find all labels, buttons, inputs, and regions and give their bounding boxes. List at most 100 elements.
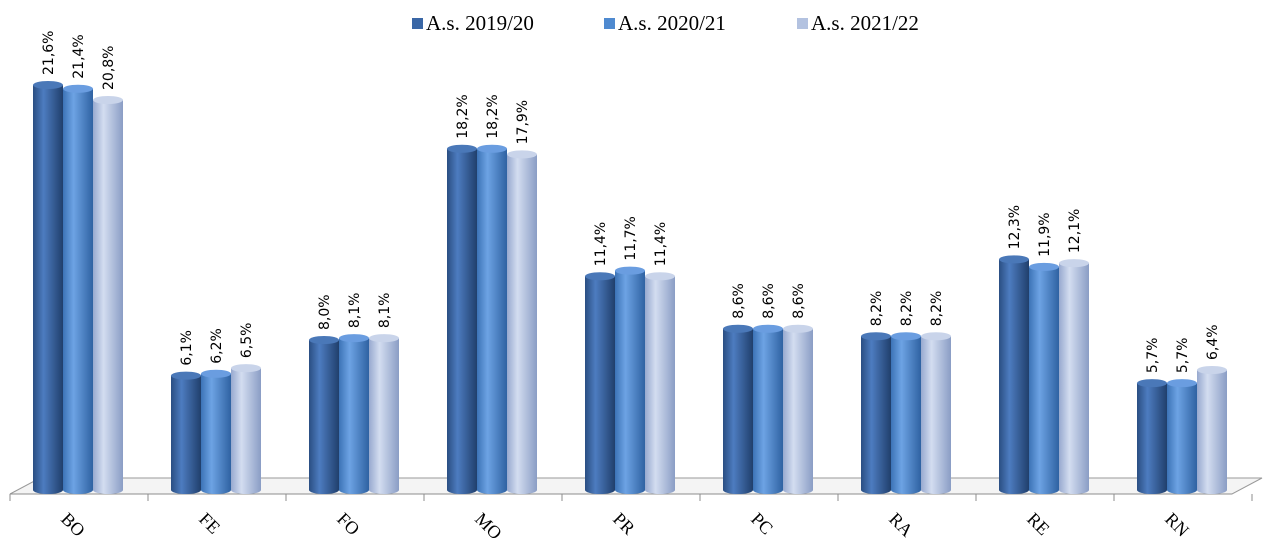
bar-cap [921,332,951,341]
bar-body [1029,266,1059,494]
bar-cap [369,334,399,343]
value-label-fo-a-s-2019-20: 8,0% [317,294,333,330]
bar-cap [33,81,63,89]
bar-body [309,340,339,494]
bar-cap [1029,262,1059,271]
bar-cap [723,324,753,333]
value-label-pc-a-s-2021-22: 8,6% [791,283,807,319]
bar-body [1059,263,1089,494]
bar-ra-a-s-2019-20 [861,332,891,494]
bar-cap [783,324,813,333]
bar-cap [861,332,891,341]
value-label-re-a-s-2019-20: 12,3% [1007,205,1023,249]
category-label-pc: PC [747,509,777,539]
value-label-ra-a-s-2020-21: 8,2% [899,291,915,327]
value-label-pc-a-s-2020-21: 8,6% [761,283,777,319]
bar-cap [645,272,675,281]
value-label-rn-a-s-2019-20: 5,7% [1145,338,1161,374]
bar-pr-a-s-2019-20 [585,272,615,494]
category-label-bo: BO [57,509,89,541]
bar-bo-a-s-2021-22 [93,96,123,494]
bar-cap [63,84,93,93]
value-label-mo-a-s-2019-20: 18,2% [455,94,471,138]
value-label-fe-a-s-2019-20: 6,1% [179,330,195,366]
legend-swatch-a-s-2021-22 [797,18,808,29]
bar-body [753,328,783,494]
bar-pc-a-s-2021-22 [783,324,813,494]
bar-fo-a-s-2019-20 [309,336,339,494]
value-label-bo-a-s-2019-20: 21,6% [41,31,57,75]
bar-body [369,338,399,494]
bar-pr-a-s-2021-22 [645,272,675,494]
bar-cap [999,255,1029,264]
bar-ra-a-s-2021-22 [921,332,951,494]
bar-cap [447,144,477,153]
bar-cap [171,371,201,380]
bar-cap [585,272,615,281]
bar-body [339,338,369,494]
bar-body [1197,370,1227,494]
bar-body [585,276,615,494]
bar-re-a-s-2019-20 [999,255,1029,494]
value-label-ra-a-s-2021-22: 8,2% [929,291,945,327]
bar-body [231,368,261,494]
bars [33,81,1227,494]
bar-body [999,259,1029,494]
value-label-pr-a-s-2020-21: 11,7% [623,216,639,260]
bar-pc-a-s-2019-20 [723,324,753,494]
bar-bo-a-s-2019-20 [33,81,63,494]
category-label-rn: RN [1161,509,1193,541]
bar-body [1167,383,1197,494]
bar-ra-a-s-2020-21 [891,332,921,494]
value-label-rn-a-s-2021-22: 6,4% [1205,324,1221,360]
value-label-mo-a-s-2021-22: 17,9% [515,100,531,144]
bar-cap [1197,366,1227,374]
category-label-fo: FO [333,509,363,539]
bar-fe-a-s-2021-22 [231,364,261,494]
value-label-fo-a-s-2021-22: 8,1% [377,293,393,329]
category-label-fe: FE [195,509,224,538]
bar-body [507,154,537,494]
bar-body [615,270,645,494]
bar-rn-a-s-2020-21 [1167,379,1197,494]
bar-cap [891,332,921,341]
bar-cap [1137,379,1167,388]
value-label-bo-a-s-2020-21: 21,4% [71,34,87,78]
bar-pc-a-s-2020-21 [753,324,783,494]
legend-label-a-s-2020-21: A.s. 2020/21 [618,11,726,35]
category-labels: BO FE FO MO PR PC RA RE RN [57,509,1193,544]
value-label-re-a-s-2021-22: 12,1% [1067,209,1083,253]
category-label-pr: PR [609,509,639,539]
bar-rn-a-s-2021-22 [1197,366,1227,494]
bar-body [201,373,231,494]
value-label-pr-a-s-2019-20: 11,4% [593,222,609,266]
value-label-pc-a-s-2019-20: 8,6% [731,283,747,319]
bar-fe-a-s-2020-21 [201,369,231,494]
value-labels: 21,6% 21,4% 20,8% 6,1% 6,2% 6,5% 8,0% 8,1% 8,1% 1… [41,31,1221,374]
bar-body [861,336,891,494]
bar-body [1137,383,1167,494]
bar-rn-a-s-2019-20 [1137,379,1167,494]
bar-cap [1059,259,1089,268]
bar-mo-a-s-2020-21 [477,144,507,494]
value-label-pr-a-s-2021-22: 11,4% [653,222,669,266]
bar-cap [615,266,645,275]
bar-body [783,328,813,494]
bar-cap [309,336,339,344]
bar-cap [201,369,231,378]
bar-fe-a-s-2019-20 [171,371,201,494]
bar-fo-a-s-2021-22 [369,334,399,494]
bar-body [93,100,123,494]
category-label-re: RE [1023,509,1053,539]
bar-body [63,88,93,494]
bar-mo-a-s-2021-22 [507,150,537,494]
bar-cap [507,150,537,159]
bar-re-a-s-2020-21 [1029,262,1059,494]
bar-bo-a-s-2020-21 [63,84,93,494]
bar-body [723,328,753,494]
bar-body [477,148,507,494]
value-label-bo-a-s-2021-22: 20,8% [101,46,117,90]
bar-mo-a-s-2019-20 [447,144,477,494]
bar-cap [231,364,261,373]
legend: A.s. 2019/20 A.s. 2020/21 A.s. 2021/22 [412,11,919,35]
